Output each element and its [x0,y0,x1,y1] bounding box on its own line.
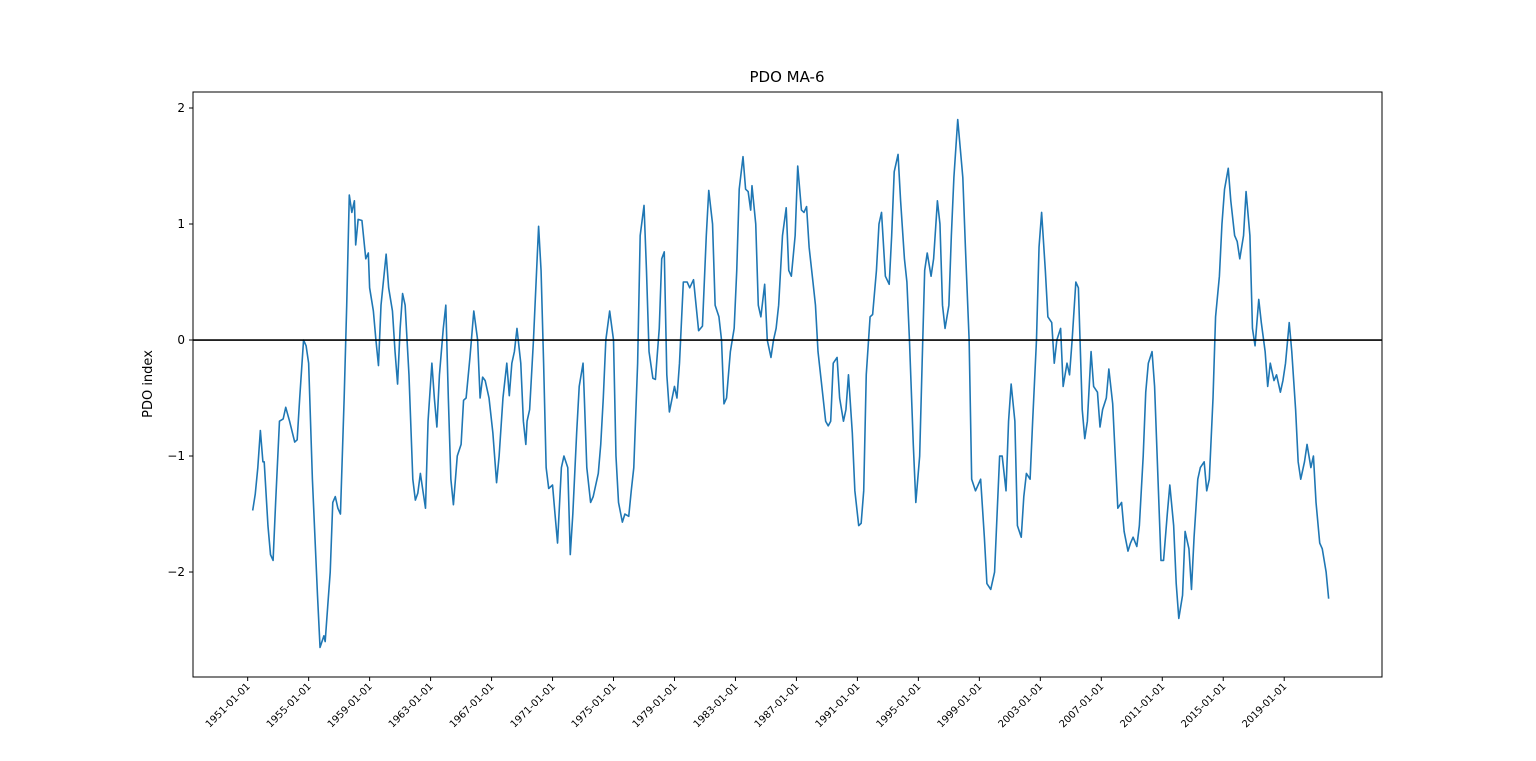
x-tick-label: 1971-01-01 [509,681,558,730]
x-tick-label: 1967-01-01 [448,681,497,730]
x-tick-label: 1999-01-01 [936,681,985,730]
x-tick-label: 2015-01-01 [1179,681,1228,730]
plot-frame [192,91,1383,678]
x-tick-label: 1963-01-01 [387,681,436,730]
y-axis-label: PDO index [141,350,156,418]
y-tick-label: −2 [167,565,185,579]
x-tick-label: 2011-01-01 [1119,681,1168,730]
x-tick-label: 1951-01-01 [204,681,253,730]
y-tick-label: 2 [177,101,185,115]
x-tick-label: 1959-01-01 [326,681,375,730]
x-tick-label: 1979-01-01 [631,681,680,730]
x-tick-label: 1995-01-01 [875,681,924,730]
y-tick-label: 0 [177,333,185,347]
x-tick-label: 1991-01-01 [814,681,863,730]
data-line [251,118,1330,649]
x-tick-label: 1983-01-01 [692,681,741,730]
x-tick-label: 2003-01-01 [997,681,1046,730]
x-tick-label: 1955-01-01 [265,681,314,730]
x-tick-label: 1987-01-01 [753,681,802,730]
chart-title: PDO MA-6 [750,68,825,86]
x-tick-label: 2019-01-01 [1240,681,1289,730]
y-tick-label: 1 [177,217,185,231]
x-tick-label: 1975-01-01 [570,681,619,730]
x-tick-label: 2007-01-01 [1058,681,1107,730]
y-tick-label: −1 [167,449,185,463]
